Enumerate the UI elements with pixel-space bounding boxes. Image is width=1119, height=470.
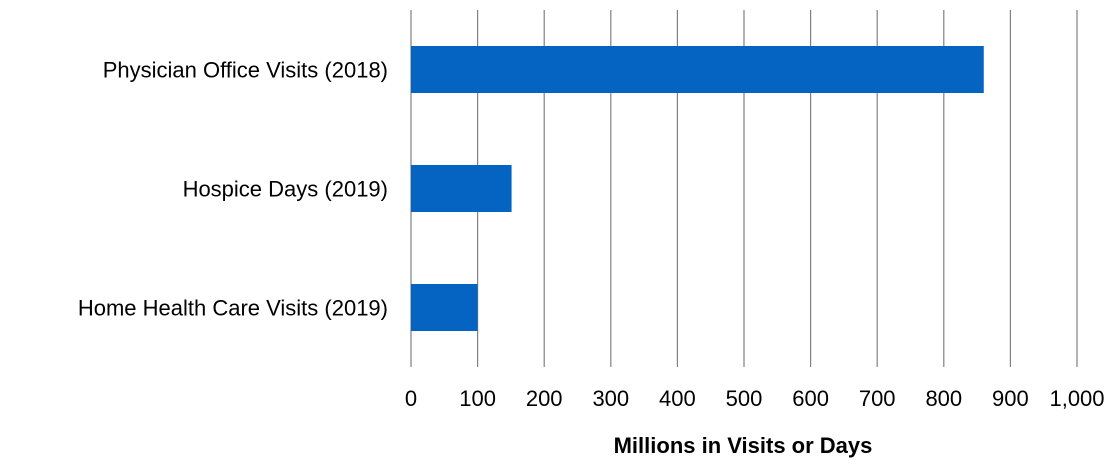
x-tick-label: 400 [659,386,696,411]
x-tick-label: 200 [526,386,563,411]
category-label: Physician Office Visits (2018) [103,58,388,83]
x-tick-label: 300 [592,386,629,411]
bars [411,46,984,331]
x-tick-label: 900 [992,386,1029,411]
bar [411,46,984,93]
category-label: Hospice Days (2019) [183,177,388,202]
x-tick-label: 600 [792,386,829,411]
x-tick-label: 500 [726,386,763,411]
x-tick-label: 700 [859,386,896,411]
bar [411,284,478,331]
x-tick-labels: 0 100 200 300 400 500 600 700 800 900 1,000 [405,386,1105,411]
x-tick-label: 800 [925,386,962,411]
category-label: Home Health Care Visits (2019) [78,296,388,321]
x-tick-label: 0 [405,386,417,411]
x-axis-title: Millions in Visits or Days [614,433,873,458]
x-tick-label: 100 [459,386,496,411]
x-tick-label: 1,000 [1049,386,1104,411]
category-labels: Physician Office Visits (2018) Hospice Da… [78,58,388,321]
bar [411,165,512,212]
